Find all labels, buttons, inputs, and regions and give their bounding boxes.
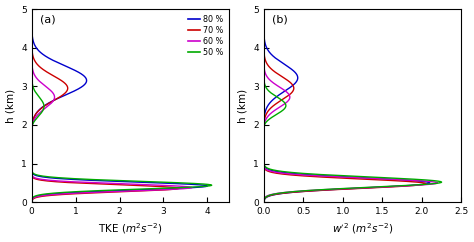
X-axis label: $w'^2$ $(m^2s^{-2})$: $w'^2$ $(m^2s^{-2})$: [332, 222, 393, 236]
Text: (a): (a): [40, 15, 55, 25]
Legend: 80 %, 70 %, 60 %, 50 %: 80 %, 70 %, 60 %, 50 %: [186, 13, 225, 58]
Text: (b): (b): [272, 15, 287, 25]
X-axis label: TKE $(m^2s^{-2})$: TKE $(m^2s^{-2})$: [98, 222, 163, 236]
Y-axis label: h (km): h (km): [6, 89, 16, 123]
Y-axis label: h (km): h (km): [237, 89, 247, 123]
